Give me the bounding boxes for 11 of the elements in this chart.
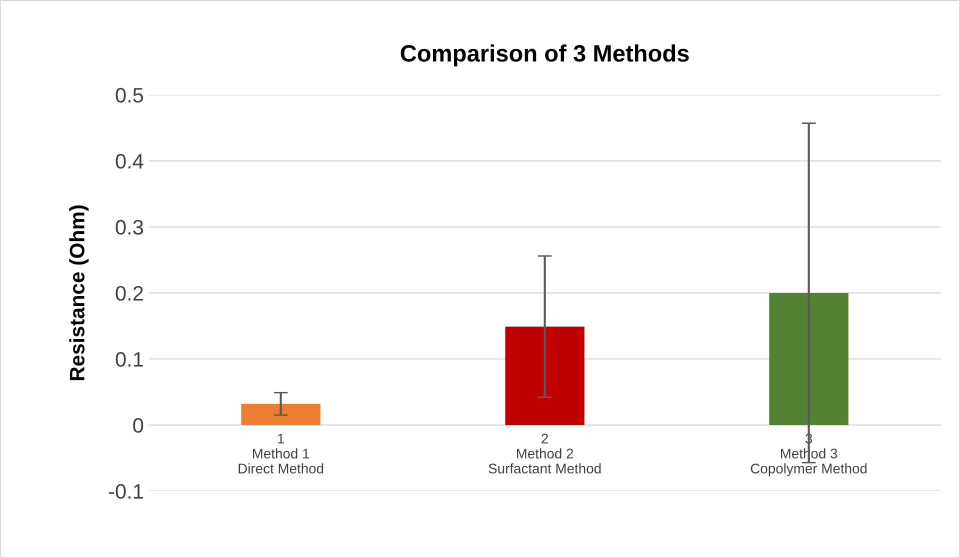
y-axis-title: Resistance (Ohm) [69,205,89,380]
y-tick-label: 0.1 [116,352,143,367]
y-tick-label: 0.2 [116,286,143,301]
chart-title: Comparison of 3 Methods [400,44,689,66]
x-tick-label: 2 Method 2 Surfactant Method [488,434,601,474]
y-tick-label: 0.3 [116,220,144,235]
y-tick-label: 0.5 [116,88,144,103]
y-tick-label: 0 [133,418,144,433]
y-tick-label: -0.1 [108,484,143,499]
y-tick-label: 0.4 [116,154,144,169]
x-tick-label: 1 Method 1 Direct Method [238,434,324,474]
